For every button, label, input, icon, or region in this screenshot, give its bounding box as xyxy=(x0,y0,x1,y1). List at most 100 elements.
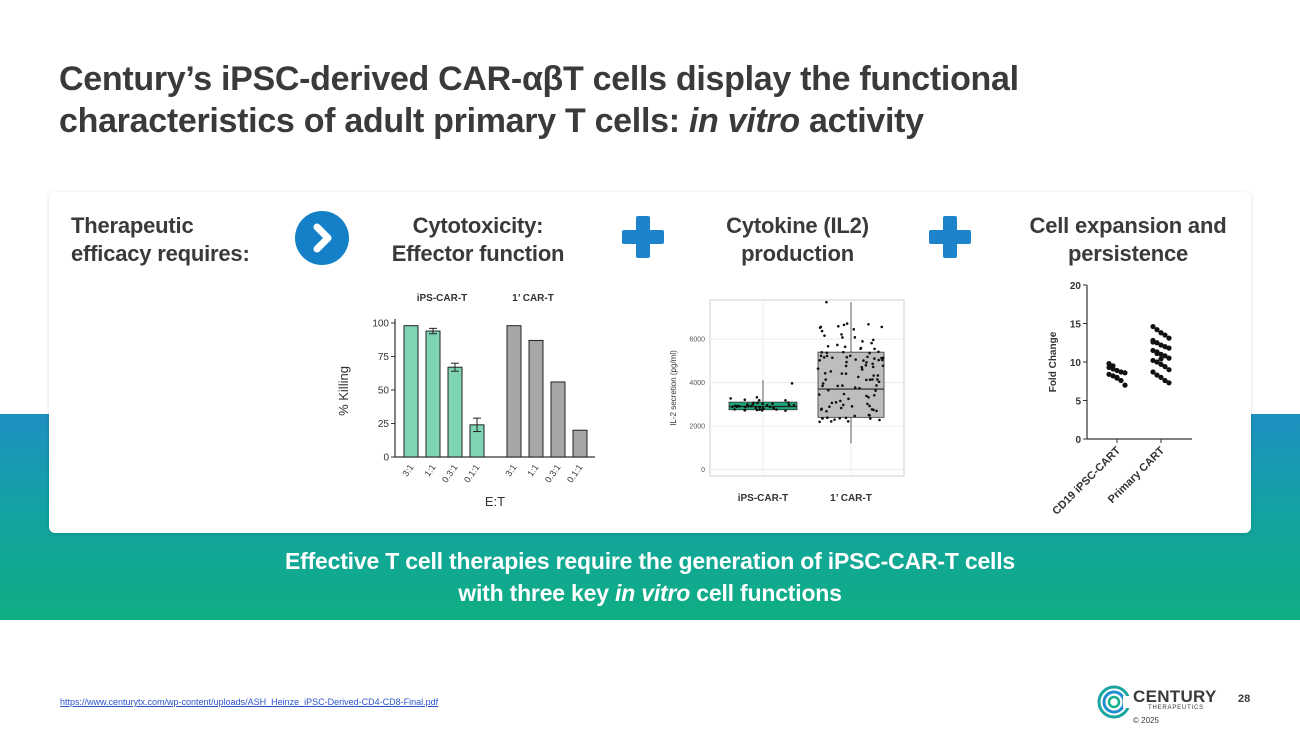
data-point xyxy=(738,404,741,408)
data-point xyxy=(841,384,844,387)
source-link[interactable]: https://www.centurytx.com/wp-content/upl… xyxy=(60,697,439,707)
data-point xyxy=(845,355,849,359)
data-point xyxy=(850,405,854,408)
y-tick-label: 100 xyxy=(372,319,389,330)
data-point xyxy=(876,374,880,377)
data-point xyxy=(729,397,732,400)
y-tick-label: 0 xyxy=(701,467,705,474)
data-point xyxy=(1114,367,1120,374)
data-point xyxy=(1106,360,1112,367)
century-logo-icon xyxy=(1097,685,1135,719)
data-point xyxy=(872,374,875,377)
data-point xyxy=(1122,382,1128,388)
bar xyxy=(572,429,588,458)
plus-icon xyxy=(622,216,664,258)
data-point xyxy=(1110,363,1116,369)
tagline: Effective T cell therapies require the g… xyxy=(284,548,1016,606)
y-tick-label: 0 xyxy=(383,453,389,464)
data-point xyxy=(1166,335,1172,341)
data-point xyxy=(733,404,737,408)
data-point xyxy=(854,358,857,361)
data-point xyxy=(743,398,747,402)
data-point xyxy=(853,414,857,418)
data-point xyxy=(878,418,881,422)
y-tick-label: 6000 xyxy=(689,337,705,344)
data-point xyxy=(852,328,856,331)
data-point xyxy=(860,366,864,369)
data-point xyxy=(1110,373,1116,379)
data-point xyxy=(871,362,874,366)
data-point xyxy=(1166,345,1172,351)
data-point xyxy=(853,336,857,339)
data-point xyxy=(823,371,827,375)
y-axis-title: % Killing xyxy=(336,366,351,416)
data-point xyxy=(754,406,758,410)
x-tick-label: 3:1 xyxy=(503,462,518,478)
data-point xyxy=(870,341,873,345)
data-point xyxy=(818,393,821,396)
data-point xyxy=(736,404,739,408)
data-point xyxy=(818,358,822,362)
data-point xyxy=(827,388,830,392)
data-point xyxy=(755,408,759,412)
data-point xyxy=(877,350,880,354)
data-point xyxy=(771,402,774,405)
data-point xyxy=(1166,355,1172,361)
data-point xyxy=(865,378,868,382)
chevron-right-icon xyxy=(295,211,349,265)
data-point xyxy=(847,397,850,401)
data-point xyxy=(867,323,870,326)
x-tick-label: 3:1 xyxy=(400,462,415,478)
data-point xyxy=(872,408,875,412)
data-point xyxy=(757,399,761,402)
data-point xyxy=(1118,369,1124,375)
data-point xyxy=(1118,377,1124,384)
data-point xyxy=(830,401,834,405)
x-tick-label: 0.3:1 xyxy=(543,462,563,484)
data-point xyxy=(871,338,875,342)
cytotoxicity-heading: Cytotoxicity: Effector function xyxy=(391,213,565,266)
x-tick-label: 1:1 xyxy=(422,462,437,478)
data-point xyxy=(784,409,787,412)
data-point xyxy=(1150,347,1156,354)
bar xyxy=(506,325,522,458)
data-point xyxy=(881,364,885,368)
data-point xyxy=(840,372,844,375)
data-point xyxy=(880,325,884,329)
data-point xyxy=(1166,367,1172,373)
x-tick-label: 1:1 xyxy=(525,462,540,478)
data-point xyxy=(758,408,761,411)
data-point xyxy=(877,358,880,362)
data-point xyxy=(840,333,843,336)
data-point xyxy=(869,417,872,420)
data-point xyxy=(874,389,877,392)
data-point xyxy=(758,405,761,409)
bar xyxy=(528,339,544,458)
data-point xyxy=(1106,371,1112,377)
data-point xyxy=(731,405,734,409)
data-point xyxy=(856,375,860,379)
logo-wordmark: CENTURY xyxy=(1133,687,1217,706)
data-point xyxy=(829,420,833,423)
data-point xyxy=(755,396,759,399)
data-point xyxy=(825,300,828,304)
y-tick-label: 50 xyxy=(378,386,390,397)
y-tick-label: 2000 xyxy=(689,424,705,431)
data-point xyxy=(1158,342,1164,348)
data-point xyxy=(838,417,842,420)
data-point xyxy=(871,378,874,381)
data-point xyxy=(1162,332,1168,338)
data-point xyxy=(1154,327,1160,333)
data-point xyxy=(862,359,865,362)
data-point xyxy=(1114,374,1120,380)
x-tick-label: CD19 iPSC-CART xyxy=(1050,444,1123,517)
x-tick-label: 0.3:1 xyxy=(440,462,460,484)
data-point xyxy=(860,368,864,371)
y-axis-title: Fold Change xyxy=(1048,331,1059,392)
y-tick-label: 20 xyxy=(1070,281,1082,292)
requirement-heading: Therapeutic efficacy requires: xyxy=(71,213,250,266)
data-point xyxy=(877,380,881,384)
data-point xyxy=(880,356,883,360)
data-point xyxy=(784,398,787,402)
data-point xyxy=(1106,364,1112,370)
